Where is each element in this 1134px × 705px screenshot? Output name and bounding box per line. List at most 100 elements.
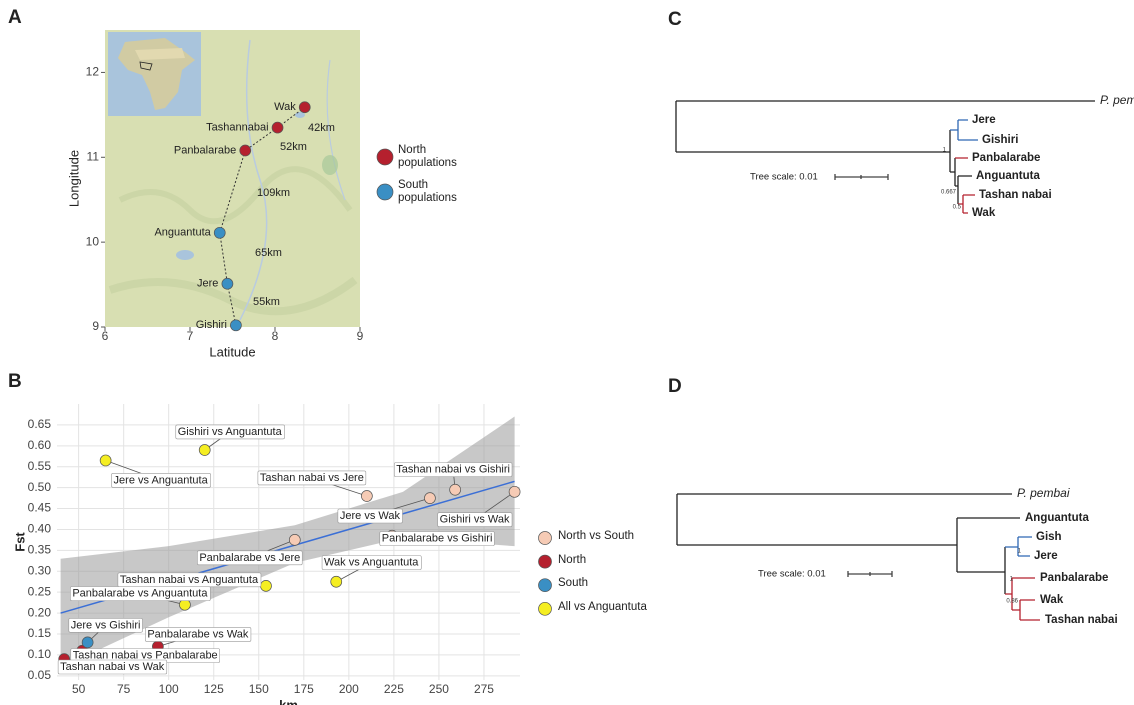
- annotation: 65km: [255, 247, 282, 259]
- point-label: Jere vs Anguantuta: [114, 474, 209, 486]
- tree-scale: Tree scale: 0.01: [750, 172, 818, 183]
- x-axis-label: Latitude: [209, 344, 255, 359]
- leaf-label: P. pembai: [1017, 486, 1070, 500]
- y-tick-label: 0.55: [28, 459, 52, 473]
- support-label: 0.5: [953, 205, 962, 211]
- y-tick-label: 0.35: [28, 543, 52, 557]
- point: [272, 122, 283, 133]
- point-label: Jere vs Gishiri: [71, 619, 141, 631]
- tree-d: P. pembai Anguantuta Gish Jere Panbalara…: [677, 486, 1118, 626]
- legend-label: South: [558, 577, 678, 590]
- annotation: 109km: [257, 187, 290, 199]
- point-label: Tashan nabai vs Anguantuta: [120, 574, 259, 586]
- support-label: 1: [943, 148, 947, 154]
- tree-c: P. pembai Jere Gishiri Panbalarabe Angua…: [676, 93, 1134, 219]
- legend-marker: [539, 555, 552, 568]
- point-label: Gishiri: [196, 319, 227, 331]
- point: [222, 278, 233, 289]
- leaf-label: Anguantuta: [976, 170, 1040, 182]
- point-label: Wak vs Anguantuta: [324, 557, 419, 569]
- x-axis-label: km: [279, 697, 298, 705]
- point-label: Tashannabai: [206, 121, 268, 133]
- tree-scale: Tree scale: 0.01: [758, 569, 826, 580]
- point: [214, 227, 225, 238]
- y-tick-label: 9: [92, 319, 99, 333]
- point-label: Gishiri vs Anguantuta: [178, 426, 283, 438]
- point-label: Panbalarabe vs Gishiri: [382, 533, 493, 545]
- y-tick-label: 0.60: [28, 438, 52, 452]
- point: [289, 534, 300, 545]
- y-tick-label: 0.45: [28, 501, 52, 515]
- y-tick-label: 0.30: [28, 563, 52, 577]
- leaf-label: Gishiri: [982, 134, 1018, 146]
- point: [450, 484, 461, 495]
- panel-label: C: [668, 9, 682, 30]
- leaf-label: Tashan nabai: [1045, 614, 1118, 626]
- x-tick-label: 50: [72, 682, 86, 696]
- leaf-label: Gish: [1036, 531, 1062, 543]
- y-tick-label: 11: [87, 149, 100, 163]
- legend-item: South populations: [398, 179, 478, 209]
- annotation: 55km: [253, 296, 280, 308]
- legend-item: All vs Anguantuta: [558, 601, 678, 631]
- y-tick-label: 0.10: [28, 647, 52, 661]
- leaf-label: Anguantuta: [1025, 512, 1089, 524]
- point-label: Wak: [274, 101, 296, 113]
- point-label: Tashan nabai vs Gishiri: [396, 464, 510, 476]
- point-label: Panbalarabe vs Wak: [147, 628, 249, 640]
- x-tick-label: 75: [117, 682, 131, 696]
- legend-label: North populations: [398, 144, 478, 170]
- x-tick-label: 200: [339, 682, 359, 696]
- support-label: 1: [1018, 549, 1022, 555]
- annotation: 42km: [308, 122, 335, 134]
- x-tick-label: 7: [187, 329, 194, 343]
- point-label: Tashan nabai vs Jere: [260, 472, 364, 484]
- y-axis-label: Fst: [12, 532, 27, 552]
- point: [331, 576, 342, 587]
- legend-marker: [377, 184, 393, 200]
- leaf-label: Tashan nabai: [979, 189, 1052, 201]
- point-label: Jere vs Wak: [340, 510, 401, 522]
- point: [230, 320, 241, 331]
- leaf-label: Panbalarabe: [972, 152, 1040, 164]
- legend-label: All vs Anguantuta: [558, 601, 678, 614]
- point-label: Jere: [197, 278, 218, 290]
- y-tick-label: 0.40: [28, 522, 52, 536]
- leaf-label: Panbalarabe: [1040, 572, 1108, 584]
- y-tick-label: 0.05: [28, 668, 52, 682]
- leaf-label: Jere: [972, 114, 996, 126]
- x-tick-label: 150: [249, 682, 269, 696]
- panel-label: B: [8, 371, 22, 392]
- x-tick-label: 6: [102, 329, 109, 343]
- point-label: Panbalarabe vs Jere: [199, 552, 300, 564]
- point: [509, 486, 520, 497]
- support-label: 0.667: [941, 190, 957, 196]
- point-label: Panbalarabe vs Anguantuta: [72, 588, 208, 600]
- y-tick-label: 0.65: [28, 417, 52, 431]
- point: [361, 491, 372, 502]
- x-tick-label: 125: [204, 682, 224, 696]
- legend-marker: [539, 532, 552, 545]
- panel-label: D: [668, 376, 682, 397]
- x-tick-label: 250: [429, 682, 449, 696]
- point: [199, 445, 210, 456]
- legend-marker: [377, 149, 393, 165]
- leaf-label: Jere: [1034, 550, 1058, 562]
- point: [260, 580, 271, 591]
- y-tick-label: 0.20: [28, 605, 52, 619]
- legend-item: North populations: [398, 144, 478, 174]
- x-tick-label: 175: [294, 682, 314, 696]
- figure: A B C D P. pembai Jere Gishiri Panbalara…: [0, 0, 1134, 705]
- point: [82, 637, 93, 648]
- x-tick-label: 275: [474, 682, 494, 696]
- point-label: Tashan nabai vs Wak: [60, 661, 165, 673]
- leaf-label: Wak: [1040, 594, 1064, 606]
- y-tick-label: 0.15: [28, 626, 52, 640]
- legend-label: North vs South: [558, 530, 678, 543]
- leaf-label: P. pembai: [1100, 93, 1134, 107]
- point: [299, 102, 310, 113]
- point: [240, 145, 251, 156]
- panel-label: A: [8, 7, 22, 28]
- point: [424, 493, 435, 504]
- x-tick-label: 100: [159, 682, 179, 696]
